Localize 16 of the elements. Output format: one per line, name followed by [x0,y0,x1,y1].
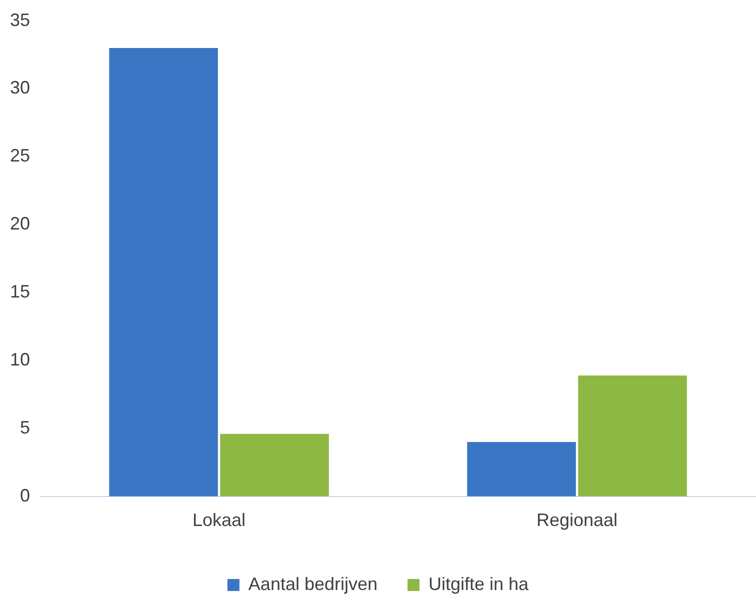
y-tick-label: 25 [10,146,30,166]
y-tick-label: 35 [10,10,30,30]
x-tick-label: Lokaal [192,510,246,530]
legend-label: Aantal bedrijven [248,574,378,594]
y-tick-label: 30 [10,78,30,98]
y-tick-label: 10 [10,349,30,370]
y-tick-label: 5 [20,417,30,438]
bar [467,442,576,496]
y-tick-label: 20 [10,214,30,234]
bar [578,375,687,496]
y-tick-label: 0 [20,485,30,506]
legend-label: Uitgifte in ha [428,574,530,594]
y-tick-label: 15 [10,282,30,302]
bar [220,434,329,496]
bar [109,48,218,496]
x-tick-label: Regionaal [536,510,618,530]
